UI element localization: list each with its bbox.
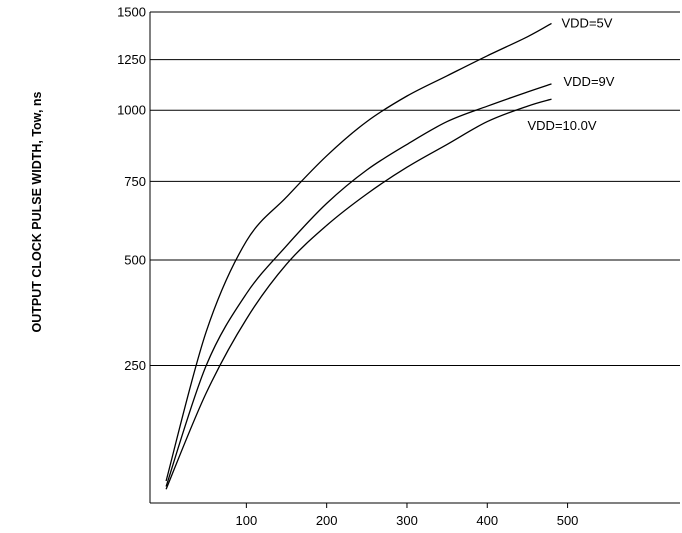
y-tick-label-1000: 1000 [117,103,146,118]
y-tick-labels: 1500 1250 1000 750 500 250 [117,5,146,374]
series-label-1: VDD=5V [562,15,613,30]
y-axis-label: OUTPUT CLOCK PULSE WIDTH, Tow, ns [30,91,44,332]
x-tick-label-400: 400 [476,513,498,528]
series-lines [165,22,552,490]
x-tick-label-500: 500 [557,513,579,528]
series-labels: VDD=5V VDD=9V VDD=10.0V [528,15,615,133]
y-tick-label-1500: 1500 [117,5,146,20]
series-line-3 [165,98,552,490]
y-tick-label-250: 250 [124,358,146,373]
y-tick-label-1250: 1250 [117,52,146,67]
grid-lines [150,11,680,367]
series-line-2 [165,83,552,487]
axes [149,12,680,504]
y-tick-label-750: 750 [124,174,146,189]
x-tick-label-200: 200 [316,513,338,528]
series-label-3: VDD=10.0V [528,118,597,133]
x-tick-label-100: 100 [236,513,258,528]
x-tick-labels: 100 200 300 400 500 [236,503,579,528]
series-line-1 [165,22,552,482]
series-label-2: VDD=9V [564,74,615,89]
x-tick-label-300: 300 [396,513,418,528]
y-tick-label-500: 500 [124,252,146,267]
